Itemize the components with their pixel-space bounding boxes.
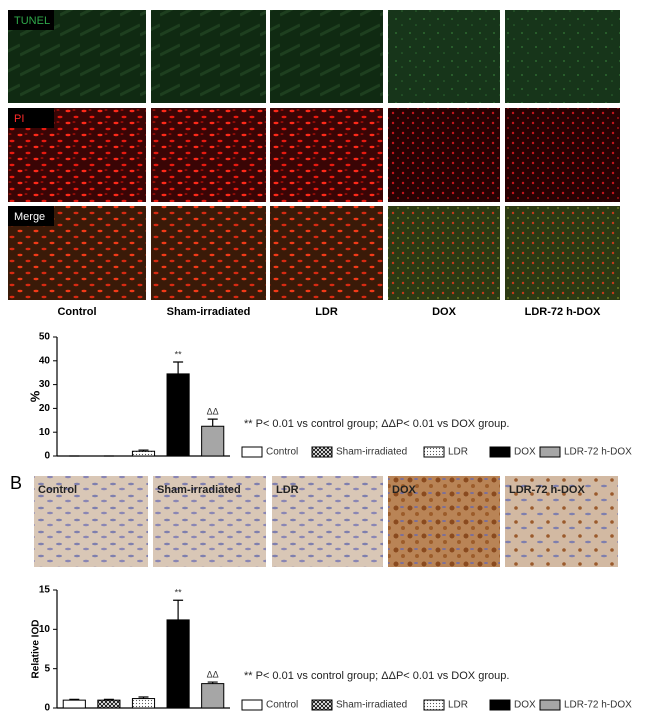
legend-label: LDR (448, 447, 468, 458)
row-label: TUNEL (14, 15, 50, 27)
y-tick-label: 20 (39, 403, 51, 414)
legend-label: DOX (514, 447, 536, 458)
bar (131, 698, 156, 709)
legend-swatch (311, 699, 333, 711)
legend-label: Sham-irradiated (336, 700, 407, 711)
legend-label: Control (266, 447, 298, 458)
legend-label: LDR (448, 700, 468, 711)
micrograph (505, 108, 620, 202)
legend-swatch (241, 446, 263, 458)
micrograph (505, 476, 618, 567)
error-bar (69, 698, 80, 701)
y-tick-label: 50 (39, 332, 51, 343)
error-bar (173, 361, 184, 374)
image-label: LDR (276, 484, 299, 496)
row-label-bg (8, 206, 54, 226)
error-bar (207, 681, 218, 684)
column-label: Sham-irradiated (167, 306, 251, 318)
image-label: Control (38, 484, 77, 496)
bar (201, 683, 225, 709)
micrograph (388, 108, 500, 202)
bar (62, 699, 86, 709)
micrograph (505, 10, 620, 103)
y-tick-label: 15 (39, 585, 51, 596)
bar (166, 373, 190, 457)
y-tick-label: 10 (39, 427, 51, 438)
significance-label: ** (175, 588, 183, 598)
micrograph (151, 206, 266, 300)
legend-label: DOX (514, 700, 536, 711)
row-label: Merge (14, 211, 45, 223)
legend-swatch (311, 446, 333, 458)
legend-label: Control (266, 700, 298, 711)
image-label: Sham-irradiated (157, 484, 241, 496)
legend-swatch (423, 699, 445, 711)
legend-swatch (539, 446, 561, 458)
micrograph (270, 10, 383, 103)
micrograph (270, 108, 383, 202)
column-label: LDR-72 h-DOX (525, 306, 601, 318)
significance-label: ** (175, 349, 183, 359)
micrograph (153, 476, 266, 567)
micrograph (388, 476, 500, 567)
panel-label: B (10, 473, 22, 493)
micrograph (505, 206, 620, 300)
y-tick-label: 30 (39, 379, 51, 390)
error-bar (173, 599, 184, 620)
column-label: DOX (432, 306, 457, 318)
micrograph (270, 206, 383, 300)
image-label: LDR-72 h-DOX (509, 484, 585, 496)
column-label: LDR (315, 306, 338, 318)
error-bar (138, 696, 149, 699)
error-bar (207, 418, 218, 427)
y-tick-label: 40 (39, 355, 51, 366)
y-axis-label: % (27, 390, 42, 402)
y-tick-label: 0 (44, 703, 50, 714)
micrograph (388, 206, 500, 300)
legend-swatch (241, 699, 263, 711)
micrograph (151, 10, 266, 103)
micrograph (34, 476, 148, 567)
y-tick-label: 10 (39, 624, 51, 635)
significance-label: ΔΔ (207, 406, 219, 416)
micrograph (151, 108, 266, 202)
row-label: PI (14, 113, 24, 125)
legend-label: LDR-72 h-DOX (564, 700, 632, 711)
bar (201, 425, 225, 457)
y-tick-label: 5 (44, 663, 50, 674)
bar (131, 450, 156, 457)
legend-label: LDR-72 h-DOX (564, 447, 632, 458)
legend-label: Sham-irradiated (336, 447, 407, 458)
bar (166, 619, 190, 709)
row-label-bg (8, 108, 54, 128)
image-label: DOX (392, 484, 417, 496)
legend-swatch (489, 446, 511, 458)
micrograph (388, 10, 500, 103)
legend-swatch (423, 446, 445, 458)
error-bar (138, 449, 149, 452)
row-label-bg (8, 10, 54, 30)
y-axis-label: Relative IOD (31, 620, 42, 679)
significance-note: ** P< 0.01 vs control group; ΔΔP< 0.01 v… (244, 418, 509, 430)
y-tick-label: 0 (44, 451, 50, 462)
significance-note: ** P< 0.01 vs control group; ΔΔP< 0.01 v… (244, 670, 509, 682)
bar (97, 699, 121, 709)
micrograph (272, 476, 383, 567)
significance-label: ΔΔ (207, 669, 219, 679)
legend-swatch (539, 699, 561, 711)
column-label: Control (57, 306, 96, 318)
error-bar (103, 698, 114, 701)
legend-swatch (489, 699, 511, 711)
